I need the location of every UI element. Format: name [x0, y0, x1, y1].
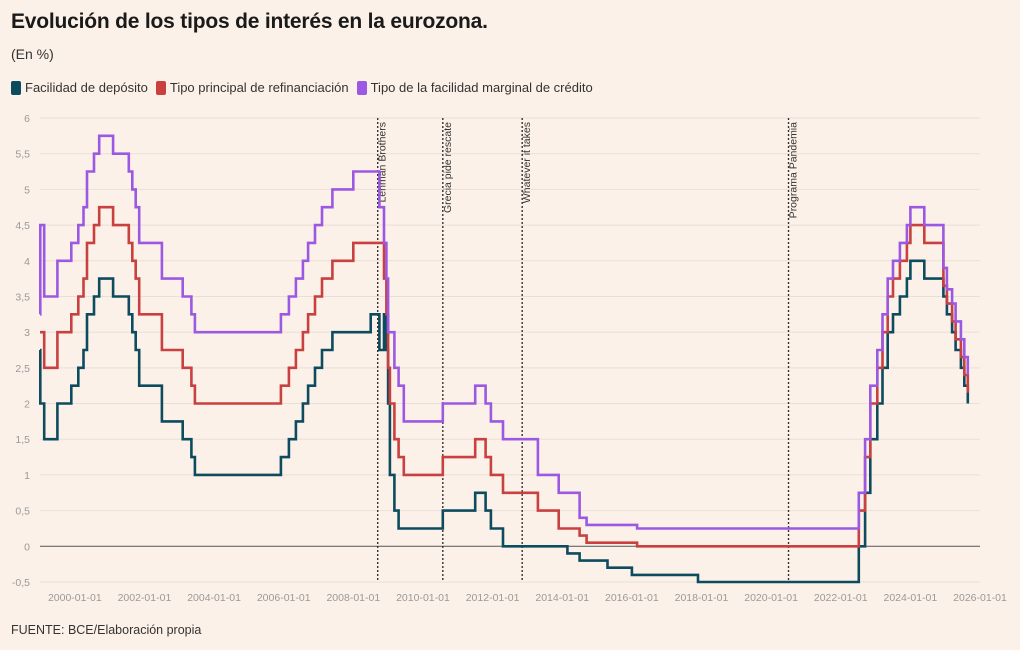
series-lines: [39, 134, 970, 584]
annotation-label: Programa Pandemia: [788, 122, 800, 218]
x-tick-label: 2008-01-01: [326, 592, 380, 604]
x-tick-label: 2010-01-01: [396, 592, 450, 604]
legend-item-refinanciacion[interactable]: Tipo principal de refinanciación: [155, 80, 349, 95]
y-tick-label: 1,5: [15, 434, 30, 446]
y-tick-label: 1: [24, 470, 30, 482]
x-tick-label: 2012-01-01: [466, 592, 520, 604]
x-tick-label: 2022-01-01: [814, 592, 868, 604]
legend-swatch-credito: [356, 80, 367, 95]
legend: Facilidad de depósito Tipo principal de …: [11, 80, 593, 95]
legend-label-refinanciacion: Tipo principal de refinanciación: [169, 80, 349, 95]
y-tick-label: 5,5: [15, 149, 30, 161]
x-tick-label: 2018-01-01: [675, 592, 729, 604]
series-line-2: [39, 134, 970, 530]
x-tick-label: 2002-01-01: [118, 592, 172, 604]
chart-title: Evolución de los tipos de interés en la …: [11, 10, 488, 33]
legend-item-credito[interactable]: Tipo de la facilidad marginal de crédito: [356, 80, 593, 95]
y-tick-label: 3,5: [15, 291, 30, 303]
legend-swatch-refinanciacion: [155, 80, 166, 95]
y-tick-label: 6: [24, 113, 30, 125]
chart-subtitle: (En %): [11, 46, 54, 62]
y-tick-label: 4,5: [15, 220, 30, 232]
x-tick-label: 2014-01-01: [535, 592, 589, 604]
axis-labels: -0,5 0 0,5 1 1,5 2 2,5 3 3,5 4 4,5 5 5,5 6 2000-01-01 2…: [12, 113, 1007, 604]
x-tick-label: 2024-01-01: [884, 592, 938, 604]
y-tick-label: 3: [24, 327, 30, 339]
legend-swatch-deposito: [11, 80, 21, 95]
legend-label-deposito: Facilidad de depósito: [25, 80, 148, 95]
x-tick-label: 2016-01-01: [605, 592, 659, 604]
x-tick-label: 2006-01-01: [257, 592, 311, 604]
y-tick-label: 2: [24, 399, 30, 411]
source-note: FUENTE: BCE/Elaboración propia: [11, 623, 202, 637]
legend-item-deposito[interactable]: Facilidad de depósito: [11, 80, 148, 95]
series-line-1: [40, 205, 970, 548]
annotations: Lehman Brothers Grecia pide rescate Whatev…: [377, 118, 800, 582]
x-tick-label: 2020-01-01: [744, 592, 798, 604]
y-tick-label: 0,5: [15, 506, 30, 518]
y-tick-label: 4: [24, 256, 30, 268]
y-tick-label: 0: [24, 541, 30, 553]
annotation-label: Whatever it takes: [521, 122, 533, 203]
annotation-label: Grecia pide rescate: [442, 122, 454, 213]
x-tick-label: 2026-01-01: [953, 592, 1007, 604]
legend-label-credito: Tipo de la facilidad marginal de crédito: [370, 80, 593, 95]
y-tick-label: 5: [24, 184, 30, 196]
x-tick-label: 2000-01-01: [48, 592, 102, 604]
y-tick-label: 2,5: [15, 363, 30, 375]
y-tick-label: -0,5: [12, 577, 30, 589]
x-tick-label: 2004-01-01: [187, 592, 241, 604]
